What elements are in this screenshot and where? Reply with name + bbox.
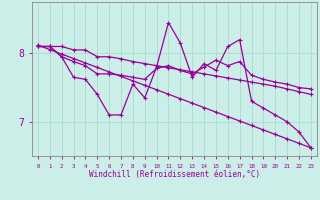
X-axis label: Windchill (Refroidissement éolien,°C): Windchill (Refroidissement éolien,°C): [89, 170, 260, 179]
